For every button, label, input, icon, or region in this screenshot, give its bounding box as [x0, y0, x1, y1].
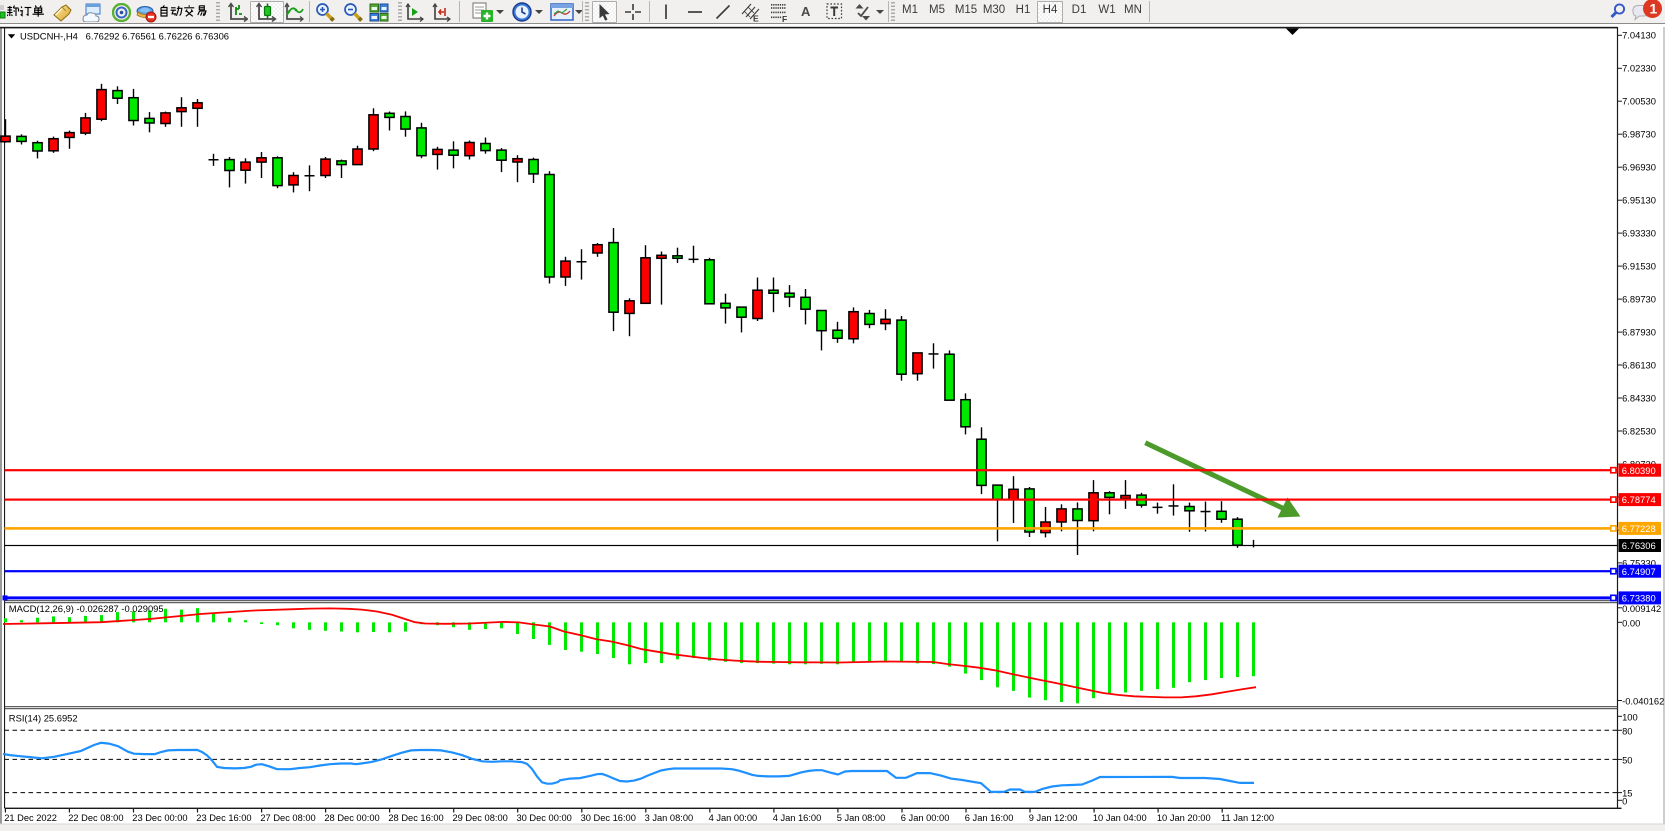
svg-text:MACD(12,26,9) -0.026287 -0.029: MACD(12,26,9) -0.026287 -0.029095 [9, 603, 164, 614]
svg-text:50: 50 [1622, 754, 1632, 765]
svg-text:6.87930: 6.87930 [1622, 327, 1656, 338]
svg-text:6 Jan 16:00: 6 Jan 16:00 [965, 813, 1014, 823]
svg-text:6.73380: 6.73380 [1622, 593, 1656, 604]
svg-text:6.75330: 6.75330 [1622, 557, 1656, 568]
svg-text:6.77228: 6.77228 [1622, 523, 1656, 534]
svg-text:7.00530: 7.00530 [1622, 96, 1656, 107]
svg-text:6.89730: 6.89730 [1622, 294, 1656, 305]
svg-text:6.96930: 6.96930 [1622, 162, 1656, 173]
svg-text:4 Jan 00:00: 4 Jan 00:00 [709, 813, 758, 823]
svg-text:10 Jan 04:00: 10 Jan 04:00 [1093, 813, 1147, 823]
svg-text:7.04130: 7.04130 [1622, 30, 1656, 41]
svg-text:10 Jan 20:00: 10 Jan 20:00 [1157, 813, 1211, 823]
svg-text:23 Dec 00:00: 23 Dec 00:00 [132, 813, 187, 823]
svg-text:28 Dec 00:00: 28 Dec 00:00 [324, 813, 379, 823]
svg-text:30 Dec 16:00: 30 Dec 16:00 [581, 813, 636, 823]
svg-text:6.86130: 6.86130 [1622, 359, 1656, 370]
svg-text:29 Dec 08:00: 29 Dec 08:00 [453, 813, 508, 823]
svg-text:5 Jan 08:00: 5 Jan 08:00 [837, 813, 886, 823]
svg-text:6.80390: 6.80390 [1622, 465, 1656, 476]
svg-text:6.95130: 6.95130 [1622, 195, 1656, 206]
svg-text:6.76306: 6.76306 [1622, 540, 1656, 551]
svg-text:80: 80 [1622, 725, 1632, 736]
svg-text:6.93330: 6.93330 [1622, 228, 1656, 239]
svg-text:7.02330: 7.02330 [1622, 63, 1656, 74]
svg-text:11 Jan 12:00: 11 Jan 12:00 [1221, 813, 1274, 823]
svg-text:1: 1 [1650, 1, 1658, 17]
svg-text:23 Dec 16:00: 23 Dec 16:00 [196, 813, 251, 823]
svg-text:100: 100 [1622, 711, 1638, 722]
svg-text:6.78774: 6.78774 [1622, 494, 1656, 505]
svg-text:9 Jan 12:00: 9 Jan 12:00 [1029, 813, 1078, 823]
svg-text:6.84330: 6.84330 [1622, 392, 1656, 403]
svg-text:21 Dec 2022: 21 Dec 2022 [4, 813, 57, 823]
svg-text:-0.040162: -0.040162 [1622, 696, 1664, 707]
svg-text:22 Dec 08:00: 22 Dec 08:00 [68, 813, 123, 823]
svg-text:USDCNH-,H4 6.76292 6.76561 6: USDCNH-,H4 6.76292 6.76561 6.76226 6.763… [20, 30, 229, 41]
svg-text:4 Jan 16:00: 4 Jan 16:00 [773, 813, 822, 823]
svg-text:0: 0 [1622, 795, 1627, 806]
svg-text:28 Dec 16:00: 28 Dec 16:00 [388, 813, 443, 823]
svg-text:6.98730: 6.98730 [1622, 129, 1656, 140]
svg-text:30 Dec 00:00: 30 Dec 00:00 [517, 813, 572, 823]
svg-text:3 Jan 08:00: 3 Jan 08:00 [645, 813, 694, 823]
svg-text:27 Dec 08:00: 27 Dec 08:00 [260, 813, 315, 823]
svg-text:RSI(14) 25.6952: RSI(14) 25.6952 [9, 713, 78, 724]
svg-text:15: 15 [1622, 788, 1632, 799]
svg-text:6.91530: 6.91530 [1622, 261, 1656, 272]
svg-text:6.74907: 6.74907 [1622, 566, 1656, 577]
svg-text:0.009142: 0.009142 [1622, 603, 1661, 614]
svg-text:F: F [782, 14, 787, 23]
svg-text:0.00: 0.00 [1622, 617, 1640, 628]
svg-text:6.82530: 6.82530 [1622, 425, 1656, 436]
svg-text:E: E [753, 14, 759, 24]
svg-text:6 Jan 00:00: 6 Jan 00:00 [901, 813, 950, 823]
